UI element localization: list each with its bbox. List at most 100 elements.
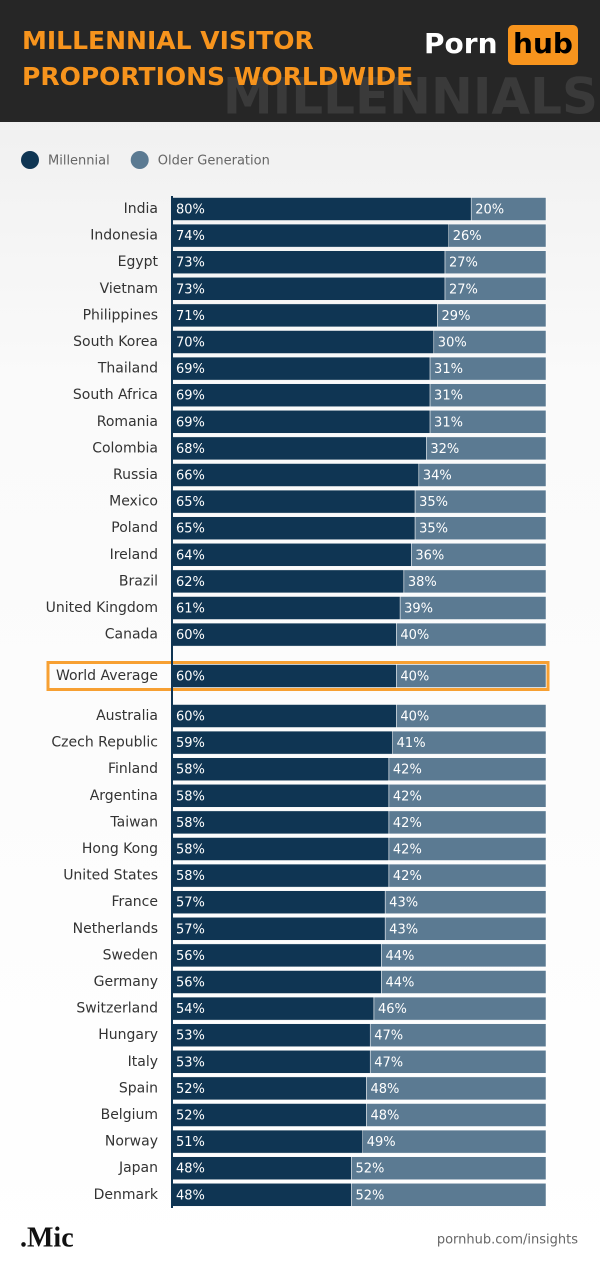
category-label: Indonesia xyxy=(90,228,158,244)
value-label: 71% xyxy=(176,309,205,324)
bar-segment xyxy=(429,410,547,434)
value-label: 58% xyxy=(176,763,205,778)
value-label: 43% xyxy=(389,896,418,911)
value-label: 48% xyxy=(370,1109,399,1124)
bar-segment xyxy=(392,730,547,755)
value-label: 48% xyxy=(176,1188,205,1203)
category-label: Italy xyxy=(128,1054,158,1070)
bar-segment xyxy=(403,569,547,594)
value-label: 73% xyxy=(176,282,205,297)
value-label: 27% xyxy=(449,282,478,297)
bar-segment xyxy=(381,943,547,968)
bar-segment xyxy=(171,516,416,540)
value-label: 52% xyxy=(356,1188,385,1203)
value-label: 29% xyxy=(442,309,471,324)
title-line: MILLENNIAL VISITOR xyxy=(22,26,314,55)
category-label: Vietnam xyxy=(100,281,158,297)
value-label: 64% xyxy=(176,548,205,563)
legend-swatch xyxy=(130,151,149,169)
category-label: Hungary xyxy=(98,1027,158,1043)
category-label: Thailand xyxy=(97,361,158,377)
value-label: 42% xyxy=(393,869,422,884)
value-label: 27% xyxy=(449,256,478,271)
value-label: 32% xyxy=(430,442,459,457)
value-label: 60% xyxy=(176,710,205,725)
value-label: 48% xyxy=(176,1162,205,1177)
category-label: Japan xyxy=(118,1160,158,1176)
category-label: Switzerland xyxy=(76,1001,158,1017)
category-label: Mexico xyxy=(109,494,158,510)
value-label: 59% xyxy=(176,736,205,751)
value-label: 47% xyxy=(374,1055,403,1070)
value-label: 57% xyxy=(176,896,205,911)
category-label: United States xyxy=(63,868,158,884)
value-label: 52% xyxy=(356,1162,385,1177)
bar-segment xyxy=(171,489,416,514)
value-label: 65% xyxy=(176,522,205,537)
category-label: Canada xyxy=(105,627,158,643)
bar-segment xyxy=(388,757,547,781)
value-label: 48% xyxy=(370,1082,399,1097)
watermark: MILLENNIALS xyxy=(223,68,598,126)
category-label: Finland xyxy=(108,761,158,777)
category-label: Brazil xyxy=(119,573,158,589)
value-label: 42% xyxy=(393,789,422,804)
bar-segment xyxy=(426,436,547,461)
bar-segment xyxy=(373,996,547,1021)
bar-segment xyxy=(429,383,547,407)
bar-segment xyxy=(171,704,397,728)
value-label: 51% xyxy=(176,1135,205,1150)
value-label: 60% xyxy=(176,628,205,643)
category-label: Egypt xyxy=(118,254,159,270)
bar-segment xyxy=(470,197,547,221)
value-label: 62% xyxy=(176,575,205,590)
value-label: 60% xyxy=(176,670,205,685)
category-label: United Kingdom xyxy=(46,600,158,616)
value-label: 42% xyxy=(393,763,422,778)
value-label: 65% xyxy=(176,495,205,510)
value-label: 31% xyxy=(434,389,463,404)
bar-segment xyxy=(171,410,431,434)
value-label: 58% xyxy=(176,843,205,858)
value-label: 35% xyxy=(419,495,448,510)
bar-segment xyxy=(384,890,547,914)
value-label: 26% xyxy=(453,229,482,244)
value-label: 69% xyxy=(176,389,205,404)
category-label: Australia xyxy=(96,708,158,724)
bar-segment xyxy=(171,596,401,620)
bar-segment xyxy=(171,383,431,407)
bar-segment xyxy=(444,250,547,274)
bar-segment xyxy=(411,543,547,567)
bar-segment xyxy=(369,1023,547,1047)
title-line: PROPORTIONS WORLDWIDE xyxy=(22,62,413,91)
value-label: 36% xyxy=(415,548,444,563)
category-label: Spain xyxy=(119,1080,158,1096)
value-label: 68% xyxy=(176,442,205,457)
value-label: 40% xyxy=(400,670,429,685)
legend-label: Millennial xyxy=(48,154,110,169)
bar-segment xyxy=(171,277,446,301)
bar-segment xyxy=(448,223,547,248)
category-label: Ireland xyxy=(110,547,158,563)
value-label: 31% xyxy=(434,362,463,377)
value-label: 34% xyxy=(423,469,452,484)
bar-segment xyxy=(369,1050,547,1074)
value-label: 66% xyxy=(176,469,205,484)
value-label: 38% xyxy=(408,575,437,590)
value-label: 80% xyxy=(176,203,205,218)
bar-segment xyxy=(171,622,397,647)
bar-segment xyxy=(171,569,405,594)
value-label: 69% xyxy=(176,362,205,377)
bar-segment xyxy=(362,1129,547,1154)
value-label: 58% xyxy=(176,869,205,884)
value-label: 54% xyxy=(176,1002,205,1017)
bar-segment xyxy=(171,223,450,248)
bar-segment xyxy=(351,1156,547,1180)
bar-segment xyxy=(388,810,547,835)
bar-segment xyxy=(171,330,435,354)
value-label: 57% xyxy=(176,922,205,937)
value-label: 70% xyxy=(176,336,205,351)
value-label: 44% xyxy=(385,976,414,991)
bar-segment xyxy=(388,784,547,808)
bar-segment xyxy=(388,863,547,888)
